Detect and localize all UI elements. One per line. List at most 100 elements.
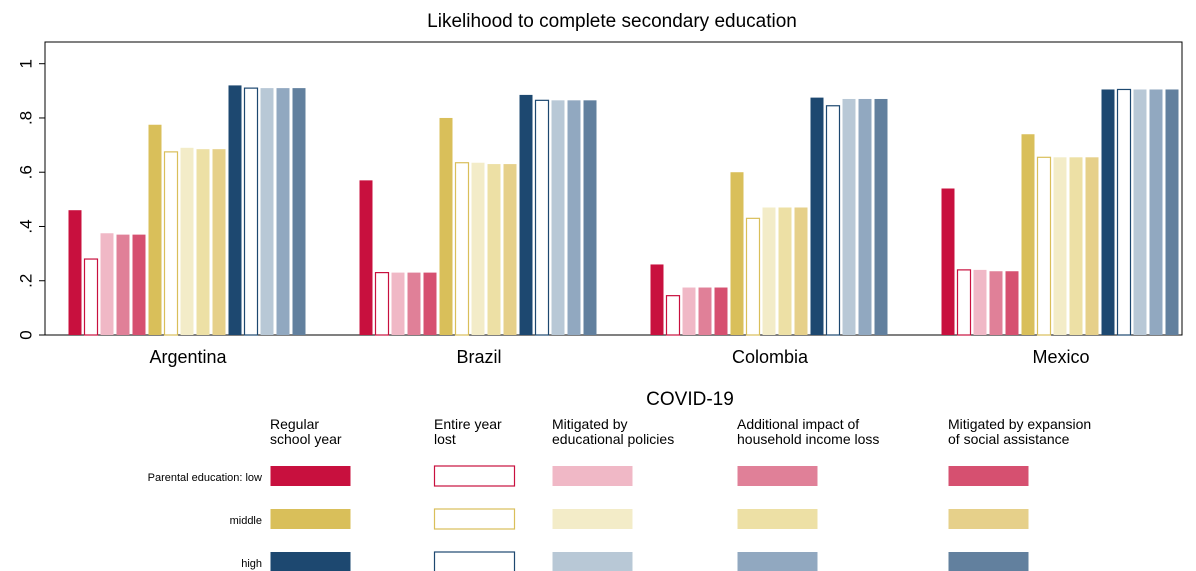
bar — [1069, 157, 1083, 335]
legend-column-label: Entire year lost — [434, 416, 502, 447]
bar — [1149, 89, 1163, 335]
bar — [1165, 89, 1179, 335]
legend-swatch — [948, 466, 1029, 486]
legend-column-line: Additional impact of — [737, 416, 859, 432]
bar — [1085, 157, 1099, 335]
legend-row-label: Parental education: low — [148, 472, 262, 484]
legend-swatch — [433, 508, 516, 530]
bar — [682, 287, 696, 335]
bar — [583, 100, 597, 335]
bar — [745, 217, 761, 336]
bar — [503, 164, 517, 335]
bar — [243, 87, 259, 336]
bar — [260, 88, 274, 336]
legend-swatch — [552, 552, 633, 571]
bar — [762, 207, 776, 335]
bar — [374, 272, 390, 336]
bar — [810, 97, 824, 335]
bar — [423, 272, 437, 335]
y-tick-label: .8 — [16, 111, 35, 125]
bar — [148, 124, 162, 336]
bar — [534, 99, 550, 336]
legend-swatch — [737, 466, 818, 486]
legend-swatch — [270, 466, 351, 486]
bar — [1101, 89, 1115, 335]
bar — [163, 151, 179, 336]
x-tick-label: Brazil — [456, 347, 501, 367]
legend-swatch — [270, 509, 351, 529]
legend-column-label: Regular school year — [270, 416, 342, 447]
bar — [698, 287, 712, 335]
legend-row-label: middle — [230, 515, 262, 527]
bar — [471, 162, 485, 335]
bar — [454, 162, 470, 336]
y-tick-label: .6 — [16, 165, 35, 179]
y-tick-label: 0 — [16, 330, 35, 339]
legend-column-line: household income loss — [737, 431, 879, 447]
legend-swatch — [948, 509, 1029, 529]
legend-swatch — [552, 466, 633, 486]
bar — [439, 117, 453, 336]
bar — [973, 269, 987, 335]
bar — [100, 233, 114, 335]
bar — [391, 272, 405, 335]
bar — [858, 98, 872, 335]
bar — [551, 100, 565, 335]
bar — [83, 258, 99, 336]
bar — [116, 234, 130, 335]
bar — [68, 210, 82, 335]
bar — [842, 98, 856, 335]
legend-swatch — [552, 509, 633, 529]
bar — [132, 234, 146, 335]
legend-swatch — [433, 551, 516, 571]
bar — [567, 100, 581, 335]
legend-column-line: school year — [270, 431, 342, 447]
legend-swatch — [737, 509, 818, 529]
bar — [487, 164, 501, 335]
bar — [519, 94, 533, 336]
bar — [874, 98, 888, 335]
bar — [956, 269, 972, 336]
y-tick-label: .2 — [16, 274, 35, 288]
bar — [1021, 134, 1035, 335]
legend-title: COVID-19 — [646, 389, 734, 410]
bar — [941, 188, 955, 335]
bar — [1116, 88, 1132, 336]
legend-column-line: Entire year — [434, 416, 502, 432]
bar — [665, 295, 681, 336]
bar — [989, 271, 1003, 335]
bar — [1005, 271, 1019, 335]
legend-column-line: educational policies — [552, 431, 674, 447]
bar — [359, 180, 373, 335]
bar — [825, 105, 841, 336]
bar — [292, 88, 306, 336]
bar — [228, 85, 242, 335]
y-tick-label: 1 — [16, 59, 35, 68]
bar — [794, 207, 808, 335]
bar — [276, 88, 290, 336]
legend-column-label: Mitigated by expansion of social assistan… — [948, 416, 1091, 447]
bar — [1036, 156, 1052, 336]
x-tick-label: Mexico — [1032, 347, 1089, 367]
chart-title: Likelihood to complete secondary educati… — [427, 11, 797, 32]
legend-column-line: Mitigated by — [552, 416, 627, 432]
legend-swatch — [948, 552, 1029, 571]
legend-swatch — [433, 465, 516, 487]
x-tick-label: Colombia — [732, 347, 809, 367]
legend-column-line: of social assistance — [948, 431, 1070, 447]
legend-column-label: Mitigated by educational policies — [552, 416, 674, 447]
bar — [196, 149, 210, 335]
bar — [714, 287, 728, 335]
legend-column-line: Mitigated by expansion — [948, 416, 1091, 432]
legend-row-label: high — [241, 558, 262, 570]
bar — [407, 272, 421, 335]
legend-swatch — [270, 552, 351, 571]
y-tick-label: .4 — [16, 219, 35, 233]
bar — [1133, 89, 1147, 335]
bar — [778, 207, 792, 335]
legend-column-line: Regular — [270, 416, 319, 432]
x-tick-label: Argentina — [149, 347, 227, 367]
bar — [180, 147, 194, 335]
plot-frame — [44, 41, 1183, 336]
